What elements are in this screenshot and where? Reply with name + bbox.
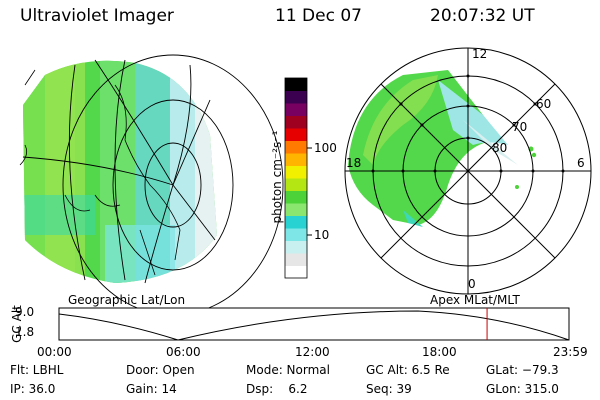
date-label: 11 Dec 07 xyxy=(275,6,362,26)
colorbar xyxy=(284,77,312,279)
gc-alt-label: GC Alt: 6.5 Re xyxy=(366,363,450,377)
colorbar-swatch xyxy=(285,103,307,116)
timeline-xtick-0: 00:00 xyxy=(37,345,72,359)
colorbar-swatch xyxy=(285,153,307,166)
colorbar-swatch xyxy=(285,228,307,241)
colorbar-swatch xyxy=(285,215,307,229)
glat-label: GLat: −79.3 xyxy=(486,363,559,377)
mlt-label-0: 0 xyxy=(468,277,476,291)
mlt-label-12: 12 xyxy=(472,47,488,61)
door-label: Door: Open xyxy=(126,363,195,377)
timeline-ylabel: GC Alt xyxy=(10,305,24,343)
altitude-timeline xyxy=(58,307,570,341)
colorbar-swatch xyxy=(285,178,307,191)
mlt-label-18: 18 xyxy=(346,156,362,170)
polar-aurora-image xyxy=(348,70,537,227)
timeline-xtick-4: 23:59 xyxy=(553,345,588,359)
colorbar-label: photon cm⁻²s⁻¹ xyxy=(270,130,284,224)
colorbar-swatch xyxy=(285,78,307,91)
colorbar-swatch xyxy=(285,128,307,141)
time-label: 20:07:32 UT xyxy=(430,6,535,26)
colorbar-swatch xyxy=(285,140,307,154)
colorbar-swatch xyxy=(285,115,307,129)
polar-mlat-mlt-plot xyxy=(344,47,592,295)
colorbar-swatch xyxy=(285,90,307,104)
mlat-label-80: 80 xyxy=(492,141,508,155)
right-map-caption: Apex MLat/MLT xyxy=(430,293,520,307)
left-aurora-image xyxy=(23,60,217,284)
colorbar-swatch xyxy=(285,240,307,254)
timeline-xtick-2: 12:00 xyxy=(295,345,330,359)
ip-label: IP: 36.0 xyxy=(10,382,56,396)
colorbar-tick-10: 10 xyxy=(314,228,330,242)
geographic-map xyxy=(19,54,284,316)
colorbar-swatch xyxy=(285,203,307,216)
filter-label: Flt: LBHL xyxy=(10,363,64,377)
timeline-ytick-max: 9.0 xyxy=(15,305,35,319)
mode-label: Mode: Normal xyxy=(246,363,330,377)
colorbar-tick-100: 100 xyxy=(314,141,337,155)
timeline-xtick-1: 06:00 xyxy=(166,345,201,359)
seq-label: Seq: 39 xyxy=(366,382,412,396)
colorbar-swatch xyxy=(285,265,307,279)
instrument-title: Ultraviolet Imager xyxy=(20,6,174,26)
dsp-label: Dsp: 6.2 xyxy=(246,382,308,396)
polar-lat-dots xyxy=(371,74,565,173)
left-map-caption: Geographic Lat/Lon xyxy=(68,293,186,307)
mlt-label-6: 6 xyxy=(577,156,585,170)
timeline-ytick-min: 1.8 xyxy=(15,325,35,339)
timeline-xtick-3: 18:00 xyxy=(422,345,457,359)
colorbar-swatch xyxy=(285,253,307,266)
colorbar-swatch xyxy=(285,165,307,179)
gain-label: Gain: 14 xyxy=(126,382,177,396)
mlat-label-60: 60 xyxy=(536,97,552,111)
glon-label: GLon: 315.0 xyxy=(486,382,559,396)
mlat-label-70: 70 xyxy=(512,120,528,134)
colorbar-swatch xyxy=(285,190,307,204)
